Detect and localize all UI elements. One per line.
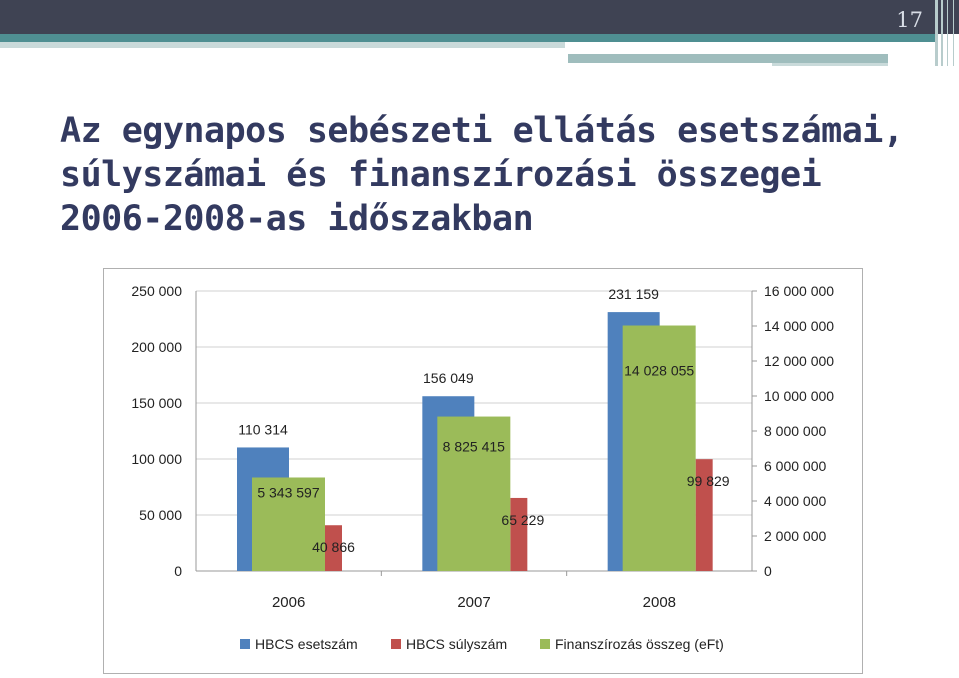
bar-chart: 0 50 000 100 000 150 000 200 000 250 000 0 2 00… — [131, 283, 834, 652]
accent-bar — [0, 34, 935, 42]
y-left-tick-label: 50 000 — [139, 507, 182, 523]
legend-swatch — [391, 639, 401, 649]
y-right-tick-label: 0 — [764, 563, 772, 579]
y-right-tick-label: 10 000 000 — [764, 388, 834, 404]
legend-swatch — [240, 639, 250, 649]
x-tick-label: 2008 — [643, 594, 676, 611]
accent-line — [941, 0, 943, 66]
data-label: 40 866 — [312, 539, 355, 555]
y-right-tick-label: 14 000 000 — [764, 318, 834, 334]
y-left-tick-label: 0 — [174, 563, 182, 579]
top-bar — [0, 0, 959, 34]
accent-stripe — [0, 42, 565, 48]
x-tick-label: 2007 — [457, 594, 490, 611]
data-label: 65 229 — [501, 512, 544, 528]
data-label: 156 049 — [423, 370, 474, 386]
y-right-tick-label: 2 000 000 — [764, 528, 826, 544]
data-label: 110 314 — [238, 421, 288, 437]
y-right-tick-label: 8 000 000 — [764, 423, 826, 439]
legend-label: Finanszírozás összeg (eFt) — [555, 636, 724, 652]
bar-hbcs-súlyszám — [695, 459, 713, 571]
y-right-tick-label: 6 000 000 — [764, 458, 826, 474]
bar-finanszírozás-összeg-(eft) — [437, 416, 511, 571]
slide-title: Az egynapos sebészeti ellátás esetszámai… — [60, 111, 904, 239]
data-label: 231 159 — [608, 286, 659, 302]
page-number: 17 — [896, 8, 923, 32]
y-right-tick-label: 16 000 000 — [764, 283, 834, 299]
chart-frame: 0 50 000 100 000 150 000 200 000 250 000 0 2 00… — [103, 268, 863, 674]
accent-line — [947, 0, 948, 66]
bar-hbcs-súlyszám — [510, 497, 528, 571]
y-left-tick-label: 250 000 — [131, 283, 182, 299]
legend-label: HBCS esetszám — [255, 636, 358, 652]
y-left-tick-label: 200 000 — [131, 339, 182, 355]
accent-stripe — [772, 63, 888, 66]
accent-line — [953, 0, 954, 66]
bar-finanszírozás-összeg-(eft) — [252, 477, 325, 571]
bar-hbcs-súlyszám — [325, 525, 342, 571]
bar-finanszírozás-összeg-(eft) — [622, 325, 696, 571]
y-right-tick-label: 4 000 000 — [764, 493, 826, 509]
x-tick-label: 2006 — [272, 594, 305, 611]
y-left-tick-label: 150 000 — [131, 395, 182, 411]
accent-stripe — [568, 54, 888, 63]
data-label: 99 829 — [687, 473, 730, 489]
y-right-tick-label: 12 000 000 — [764, 353, 834, 369]
data-label: 8 825 415 — [443, 439, 505, 455]
legend-swatch — [540, 639, 550, 649]
data-label: 14 028 055 — [624, 363, 694, 379]
y-left-tick-label: 100 000 — [131, 451, 182, 467]
legend-label: HBCS súlyszám — [406, 636, 507, 652]
data-label: 5 343 597 — [257, 484, 319, 500]
accent-line — [935, 0, 938, 66]
